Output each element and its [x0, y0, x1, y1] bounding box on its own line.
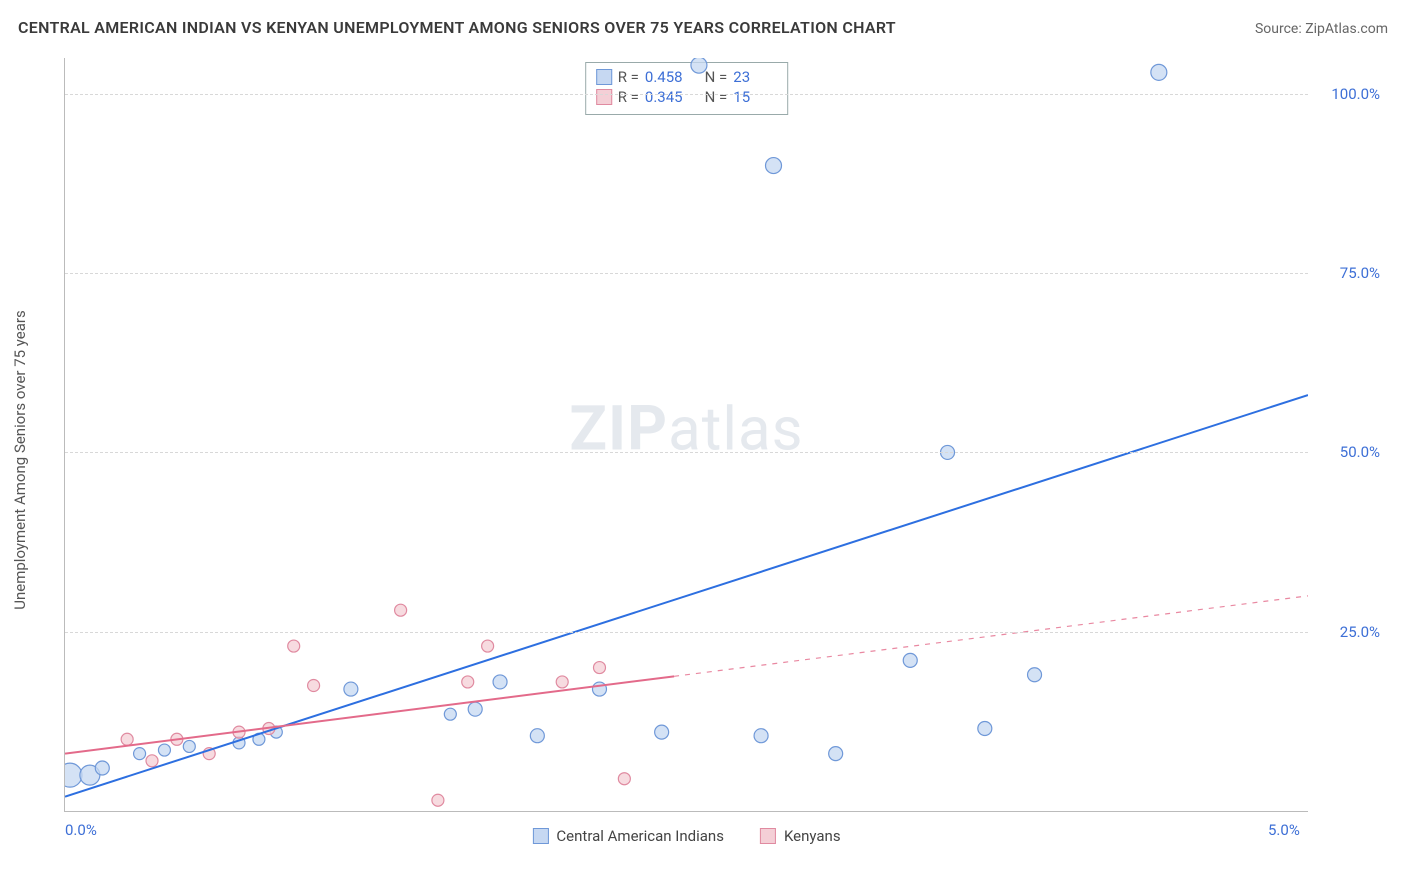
x-tick-label: 5.0% — [1268, 821, 1300, 839]
legend-row-blue: R = 0.458 N = 23 — [596, 67, 778, 87]
correlation-legend: R = 0.458 N = 23 R = 0.345 N = 15 — [585, 62, 789, 115]
series-legend: Central American Indians Kenyans — [532, 827, 840, 845]
y-tick-label: 75.0% — [1340, 264, 1380, 282]
r-value-blue: 0.458 — [645, 67, 689, 87]
y-tick-label: 25.0% — [1340, 623, 1380, 641]
legend-label-pink: Kenyans — [784, 827, 841, 845]
swatch-pink — [760, 828, 776, 844]
n-label: N = — [705, 67, 728, 87]
chart-title: CENTRAL AMERICAN INDIAN VS KENYAN UNEMPL… — [18, 18, 896, 37]
legend-item-pink: Kenyans — [760, 827, 841, 845]
n-label: N = — [705, 87, 728, 107]
x-tick-label: 0.0% — [65, 821, 97, 839]
legend-row-pink: R = 0.345 N = 15 — [596, 87, 778, 107]
watermark-atlas: atlas — [668, 393, 803, 464]
y-tick-label: 50.0% — [1340, 443, 1380, 461]
swatch-blue — [596, 69, 612, 85]
r-label: R = — [618, 87, 639, 107]
swatch-pink — [596, 89, 612, 105]
plot-area: ZIPatlas R = 0.458 N = 23 R = 0.345 N = … — [64, 58, 1308, 812]
r-value-pink: 0.345 — [645, 87, 689, 107]
chart-svg — [65, 58, 1308, 811]
watermark: ZIPatlas — [569, 392, 803, 465]
n-value-pink: 15 — [733, 87, 777, 107]
watermark-zip: ZIP — [569, 392, 668, 465]
y-axis-label: Unemployment Among Seniors over 75 years — [11, 310, 29, 609]
legend-item-blue: Central American Indians — [532, 827, 724, 845]
y-tick-label: 100.0% — [1331, 85, 1380, 103]
chart-container: Unemployment Among Seniors over 75 years… — [50, 50, 1388, 852]
legend-label-blue: Central American Indians — [556, 827, 724, 845]
swatch-blue — [532, 828, 548, 844]
source-credit: Source: ZipAtlas.com — [1255, 21, 1388, 37]
r-label: R = — [618, 67, 639, 87]
n-value-blue: 23 — [733, 67, 777, 87]
